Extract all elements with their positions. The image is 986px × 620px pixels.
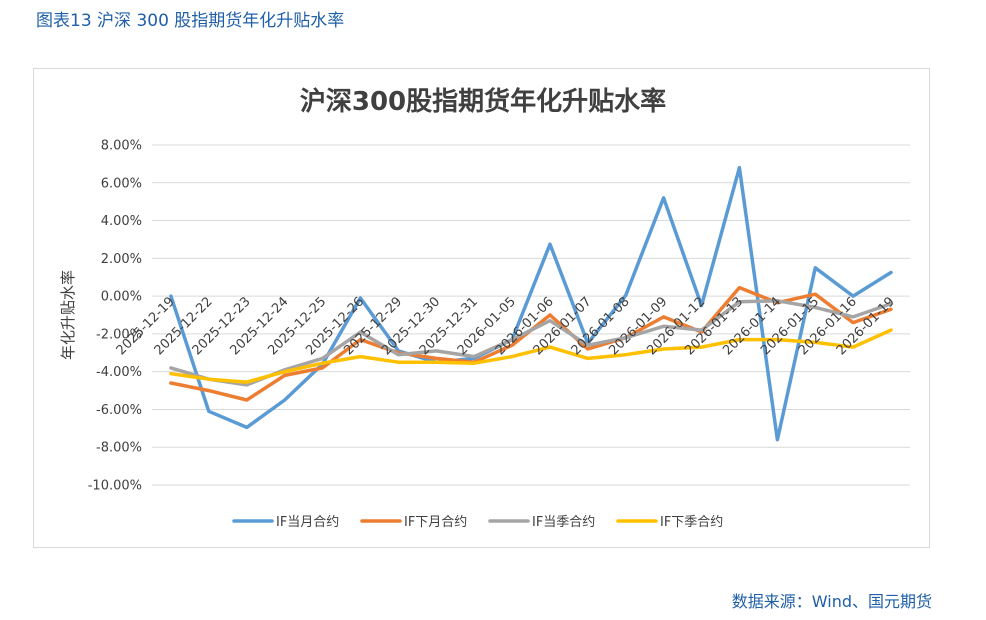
series-lines xyxy=(169,165,893,442)
y-tick-label: -2.00% xyxy=(96,327,142,342)
legend-label: IF下月合约 xyxy=(404,515,467,530)
legend-label: IF当季合约 xyxy=(532,515,595,530)
y-tick-label: 6.00% xyxy=(101,176,142,191)
y-axis-tick-labels: -10.00% -8.00% -6.00% -4.00% -2.00% 0.00% 2.00… xyxy=(88,139,142,494)
y-tick-label: -6.00% xyxy=(96,403,142,418)
legend-label: IF当月合约 xyxy=(276,515,339,530)
chart-frame: 沪深300股指期货年化升贴水率 -10.00% -8.00% -6.00% -4.00… xyxy=(33,68,930,548)
x-axis-tick-labels: 2025-12-192025-12-222025-12-232025-12-24… xyxy=(114,294,898,358)
line-chart: 沪深300股指期货年化升贴水率 -10.00% -8.00% -6.00% -4.00… xyxy=(59,86,910,530)
legend-label: IF下季合约 xyxy=(660,515,723,530)
chart-title: 沪深300股指期货年化升贴水率 xyxy=(300,86,666,117)
series-line xyxy=(169,328,893,384)
y-tick-label: 0.00% xyxy=(101,290,142,305)
y-tick-label: -4.00% xyxy=(96,365,142,380)
figure-caption: 图表13 沪深 300 股指期货年化升贴水率 xyxy=(36,11,345,31)
y-tick-label: -8.00% xyxy=(96,441,142,456)
series-line xyxy=(169,165,893,442)
y-tick-label: 8.00% xyxy=(101,139,142,154)
series-line xyxy=(169,299,893,387)
source-note: 数据来源：Wind、国元期货 xyxy=(731,592,932,611)
legend: IF当月合约 IF下月合约 IF当季合约 IF下季合约 xyxy=(232,515,723,530)
y-tick-label: 2.00% xyxy=(101,252,142,267)
y-axis-label: 年化升贴水率 xyxy=(59,270,77,360)
y-tick-label: 4.00% xyxy=(101,214,142,229)
y-tick-label: -10.00% xyxy=(88,479,142,494)
